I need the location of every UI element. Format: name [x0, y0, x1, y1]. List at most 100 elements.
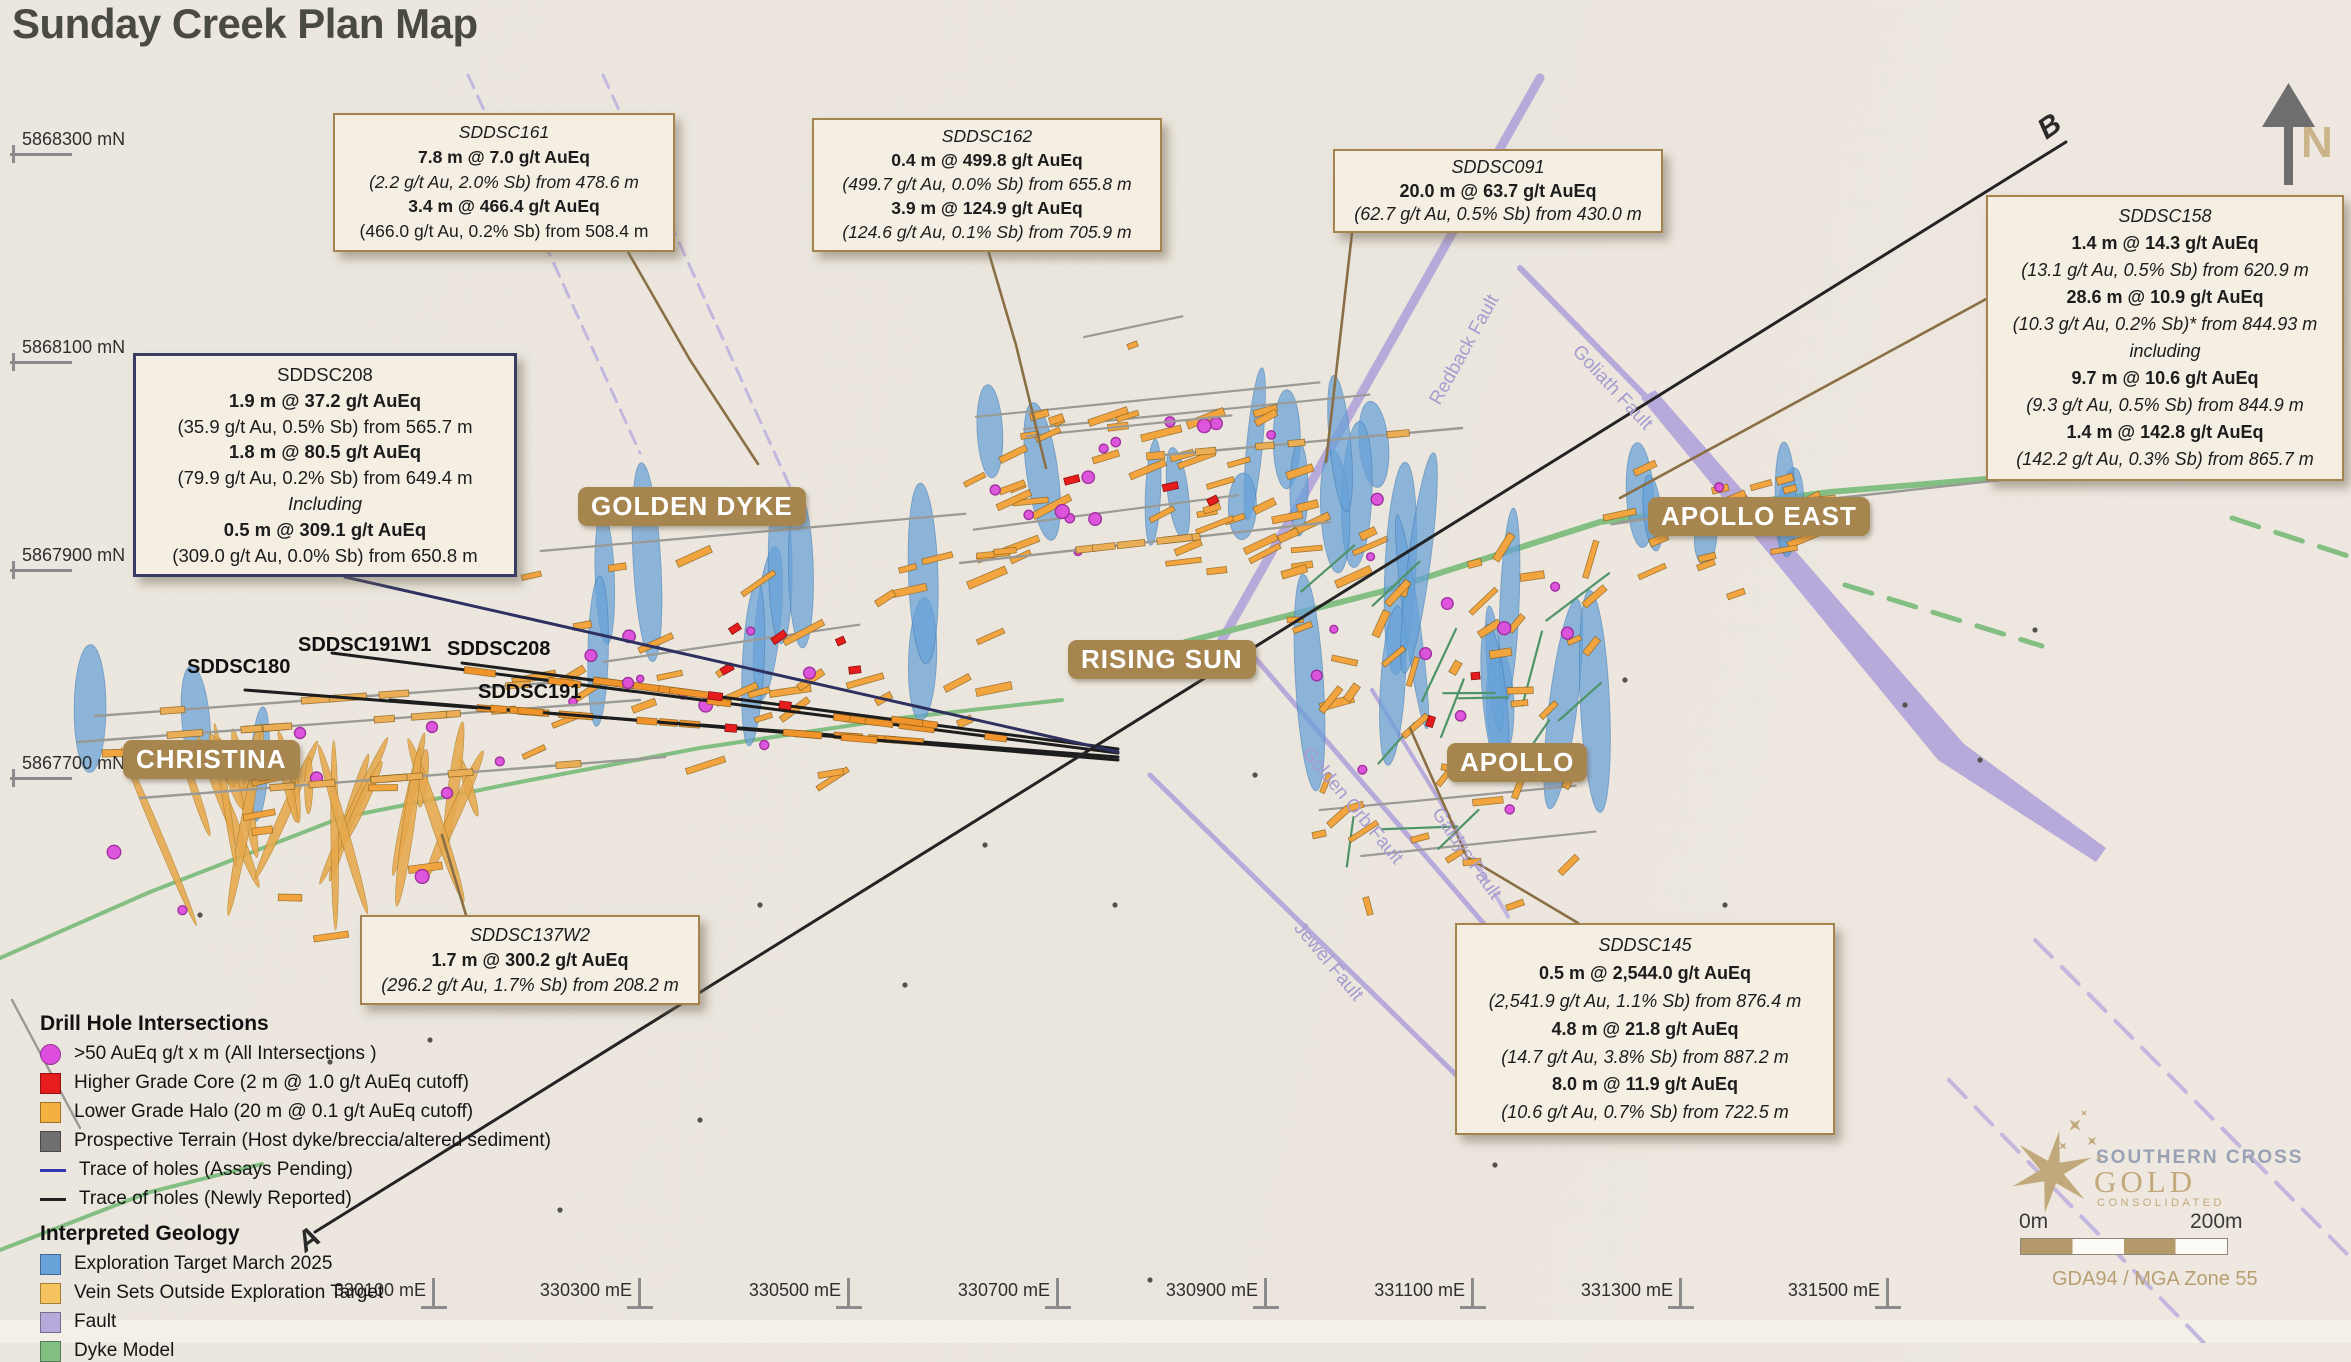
hole-sddsc208: SDDSC208	[447, 638, 550, 661]
assay-line: (10.3 g/t Au, 0.2% Sb)* from 844.93 m	[1994, 313, 2336, 336]
legend-drill-row: >50 AuEq g/t x m (All Intersections )	[40, 1043, 551, 1065]
hole-sddsc180: SDDSC180	[187, 656, 290, 679]
intersection-dot	[1024, 510, 1033, 519]
drill-cluster-rising-sun	[963, 367, 1392, 579]
legend-drill-label-1: Higher Grade Core (2 m @ 1.0 g/t AuEq cu…	[74, 1072, 469, 1094]
drillhole-id: SDDSC137W2	[368, 924, 692, 947]
legend-drill-row: Trace of holes (Newly Reported)	[40, 1188, 551, 1210]
assay-line: (35.9 g/t Au, 0.5% Sb) from 565.7 m	[142, 415, 508, 438]
intersection-dot	[585, 650, 597, 662]
assay-line: 1.9 m @ 37.2 g/t AuEq	[142, 389, 508, 412]
intersection-dot	[1267, 431, 1275, 439]
assay-line: (296.2 g/t Au, 1.7% Sb) from 208.2 m	[368, 974, 692, 997]
dyke-segment	[1422, 629, 1456, 701]
intersection-dot	[295, 728, 306, 739]
legend-drill-label-3: Prospective Terrain (Host dyke/breccia/a…	[74, 1130, 551, 1152]
intersection-dot	[1099, 444, 1108, 453]
intersection-dot	[1455, 711, 1465, 721]
intersection-dot	[427, 722, 438, 733]
assay-line: (142.2 g/t Au, 0.3% Sb) from 865.7 m	[1994, 448, 2336, 471]
assay-line: Including	[142, 492, 508, 515]
intersection-dot	[623, 678, 634, 689]
gray-trace	[1084, 316, 1182, 337]
intersection-dot	[107, 845, 120, 858]
intersection-dot	[1551, 582, 1560, 591]
easting-label: 330900 mE	[1166, 1280, 1258, 1301]
assay-line: (10.6 g/t Au, 0.7% Sb) from 722.5 m	[1463, 1101, 1827, 1124]
intersection-dot	[1311, 670, 1322, 681]
assay-line: (466.0 g/t Au, 0.2% Sb) from 508.4 m	[341, 221, 667, 243]
legend-geology-swatch-0	[40, 1254, 61, 1275]
legend-drill-label-0: >50 AuEq g/t x m (All Intersections )	[74, 1043, 377, 1065]
drillhole-id: SDDSC091	[1341, 156, 1655, 179]
northing-label: 5868100 mN	[22, 337, 125, 358]
assay-line: (79.9 g/t Au, 0.2% Sb) from 649.4 m	[142, 466, 508, 489]
intersection-dot	[178, 906, 187, 915]
dyke-segment	[1522, 631, 1542, 705]
legend-geology-label-1: Vein Sets Outside Exploration Target	[74, 1282, 383, 1304]
assay-line: 3.4 m @ 466.4 g/t AuEq	[341, 196, 667, 218]
page-title: Sunday Creek Plan Map	[12, 0, 478, 48]
zone-apollo-east: APOLLO EAST	[1648, 497, 1870, 536]
assay-line: 0.4 m @ 499.8 g/t AuEq	[820, 150, 1154, 172]
legend-geology-title: Interpreted Geology	[40, 1222, 551, 1246]
legend-drill-swatch-4	[40, 1169, 66, 1172]
southern-cross-logo-star	[2013, 1110, 2102, 1213]
easting-label: 331100 mE	[1374, 1280, 1465, 1301]
intersection-dot	[415, 870, 429, 884]
legend-geology-row: Dyke Model	[40, 1340, 551, 1362]
assay-line: 1.7 m @ 300.2 g/t AuEq	[368, 949, 692, 972]
northing-label: 5867900 mN	[22, 545, 125, 566]
assay-line: (13.1 g/t Au, 0.5% Sb) from 620.9 m	[1994, 259, 2336, 282]
legend-geology-label-0: Exploration Target March 2025	[74, 1253, 332, 1275]
intersection-dot	[1715, 483, 1724, 492]
intersection-dot	[1505, 805, 1514, 814]
assay-line: 0.5 m @ 2,544.0 g/t AuEq	[1463, 962, 1827, 985]
intersection-dot	[1089, 513, 1102, 526]
legend-drill-swatch-1	[40, 1073, 61, 1094]
assay-line: (124.6 g/t Au, 0.1% Sb) from 705.9 m	[820, 222, 1154, 244]
annotation-leader-line	[628, 252, 758, 464]
zone-apollo: APOLLO	[1447, 743, 1587, 782]
intersection-dot	[1082, 471, 1094, 483]
assay-line: 1.8 m @ 80.5 g/t AuEq	[142, 440, 508, 463]
drill-cluster-north-sparse	[1026, 316, 1277, 442]
legend-drill-swatch-0	[40, 1044, 61, 1065]
assay-line: 8.0 m @ 11.9 g/t AuEq	[1463, 1073, 1827, 1096]
assay-line: (2.2 g/t Au, 2.0% Sb) from 478.6 m	[341, 172, 667, 194]
legend-drill-row: Prospective Terrain (Host dyke/breccia/a…	[40, 1130, 551, 1152]
drillhole-id: SDDSC145	[1463, 934, 1827, 957]
intersection-dot	[495, 757, 504, 766]
intersection-dot	[990, 485, 1000, 495]
intersection-dot	[637, 675, 644, 682]
assay-line: 20.0 m @ 63.7 g/t AuEq	[1341, 180, 1655, 203]
legend-geology-row: Fault	[40, 1311, 551, 1333]
legend-geology-row: Vein Sets Outside Exploration Target	[40, 1282, 551, 1304]
intersection-dot	[1420, 648, 1432, 660]
legend-drill-label-4: Trace of holes (Assays Pending)	[79, 1159, 353, 1181]
assay-line: 0.5 m @ 309.1 g/t AuEq	[142, 518, 508, 541]
intersection-dot	[760, 740, 769, 749]
easting-label: 331500 mE	[1788, 1280, 1880, 1301]
north-arrow-icon	[2240, 75, 2350, 185]
zone-golden-dyke: GOLDEN DYKE	[578, 487, 806, 526]
legend-drill-row: Trace of holes (Assays Pending)	[40, 1159, 551, 1181]
legend-drill-row: Higher Grade Core (2 m @ 1.0 g/t AuEq cu…	[40, 1072, 551, 1094]
intersection-dot	[1498, 622, 1511, 635]
drill-trace-line	[78, 700, 640, 742]
intersection-dot	[804, 667, 816, 679]
legend-geology-swatch-3	[40, 1341, 61, 1362]
north-label: N	[2301, 118, 2333, 168]
legend-drill-label-5: Trace of holes (Newly Reported)	[79, 1188, 352, 1210]
intersection-dot	[1441, 598, 1453, 610]
legend-geology-swatch-1	[40, 1283, 61, 1304]
scalebar-zero-label: 0m	[2019, 1210, 2048, 1234]
logo-consolidated-text: CONSOLIDATED	[2097, 1197, 2225, 1209]
assay-line: (309.0 g/t Au, 0.0% Sb) from 650.8 m	[142, 544, 508, 567]
drillhole-id: SDDSC161	[341, 122, 667, 144]
intersection-dot	[1111, 437, 1120, 446]
assay-line: 3.9 m @ 124.9 g/t AuEq	[820, 198, 1154, 220]
